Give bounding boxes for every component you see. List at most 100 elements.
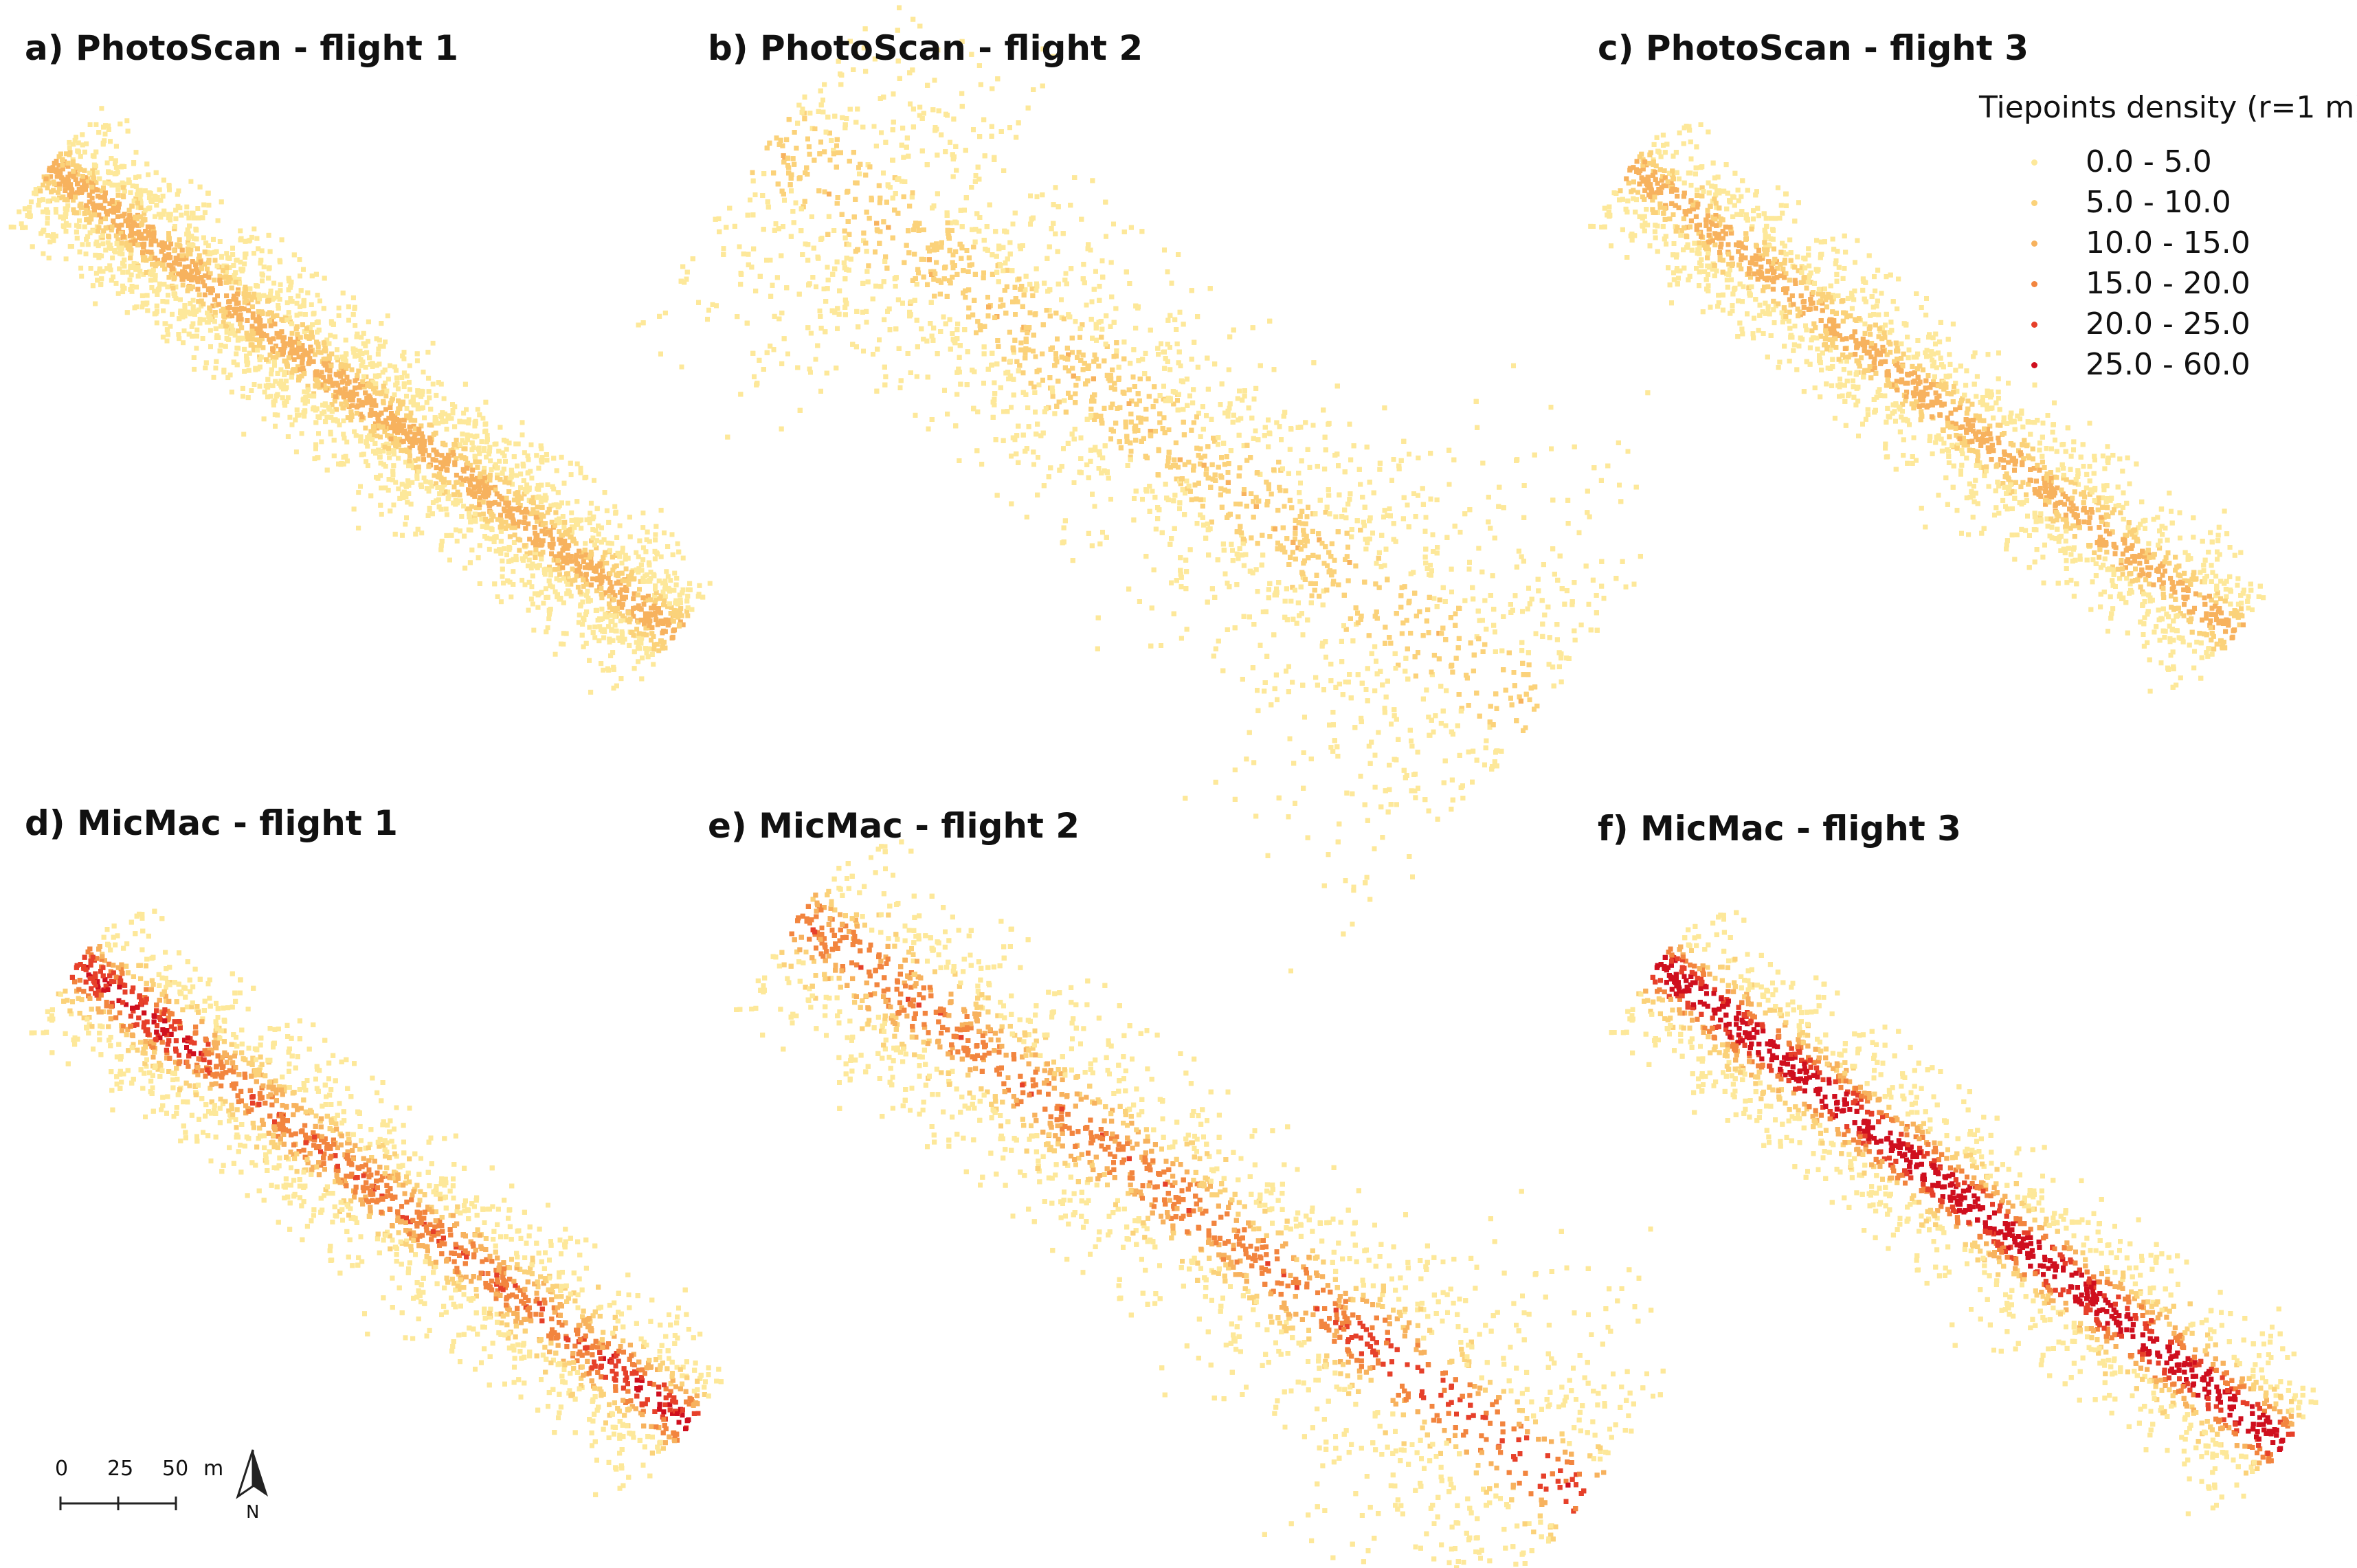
tiepoint	[116, 245, 122, 250]
tiepoint	[328, 429, 333, 435]
tiepoint	[161, 308, 166, 313]
tiepoint	[530, 507, 536, 513]
tiepoint	[80, 132, 85, 137]
tiepoint	[77, 218, 82, 223]
tiepoint	[492, 581, 498, 587]
tiepoint	[438, 467, 444, 472]
tiepoint	[116, 223, 122, 229]
tiepoint	[231, 263, 236, 268]
tiepoint	[271, 403, 276, 407]
tiepoint	[396, 456, 401, 461]
tiepoint	[604, 508, 610, 513]
tiepoint	[539, 553, 544, 558]
tiepoint	[219, 342, 223, 348]
tiepoint	[309, 330, 314, 335]
tiepoint	[427, 506, 432, 511]
tiepoint	[538, 443, 544, 449]
tiepoint	[431, 447, 436, 453]
tiepoint	[631, 596, 636, 601]
tiepoint	[434, 392, 439, 398]
tiepoint	[278, 379, 284, 384]
tiepoint	[262, 390, 267, 395]
tiepoint	[539, 504, 545, 510]
tiepoint	[304, 326, 309, 331]
tiepoint	[224, 327, 230, 333]
tiepoint	[375, 390, 380, 396]
tiepoint	[552, 523, 557, 528]
tiepoint	[157, 281, 162, 287]
tiepoint	[591, 514, 596, 519]
tiepoint	[454, 480, 459, 485]
tiepoint	[185, 246, 190, 251]
tiepoint	[58, 151, 63, 157]
tiepoint	[494, 465, 500, 471]
tiepoint	[430, 340, 436, 346]
tiepoint	[197, 317, 203, 322]
tiepoint	[581, 616, 585, 620]
tiepoint	[667, 587, 671, 592]
tiepoint	[41, 227, 47, 233]
tiepoint	[412, 458, 418, 463]
tiepoint	[578, 465, 583, 471]
tiepoint	[559, 519, 564, 525]
tiepoint	[211, 374, 216, 380]
tiepoint	[605, 614, 610, 620]
tiepoint	[494, 491, 500, 497]
tiepoint	[115, 187, 121, 192]
tiepoint	[349, 367, 355, 372]
tiepoint	[584, 581, 590, 587]
tiepoint	[415, 437, 421, 443]
tiepoint	[687, 587, 693, 592]
tiepoint	[315, 319, 321, 324]
tiepoint	[120, 283, 125, 289]
tiepoint	[242, 346, 247, 352]
tiepoint	[498, 425, 503, 430]
tiepoint	[379, 511, 384, 517]
tiepoint	[393, 443, 398, 448]
tiepoint	[343, 351, 348, 357]
tiepoint	[46, 181, 52, 186]
tiepoint	[607, 548, 612, 553]
tiepoint	[601, 537, 607, 543]
tiepoint	[213, 366, 219, 371]
tiepoint	[284, 385, 289, 390]
tiepoint	[370, 432, 375, 438]
tiepoint	[664, 569, 669, 574]
tiepoint	[475, 464, 480, 470]
tiepoint	[307, 356, 313, 361]
tiepoint	[298, 288, 304, 293]
tiepoint	[103, 216, 108, 221]
tiepoint	[279, 381, 284, 387]
tiepoint	[460, 438, 465, 443]
tiepoint	[284, 361, 289, 366]
tiepoint	[144, 293, 150, 298]
tiepoint	[153, 170, 159, 175]
tiepoint	[167, 187, 172, 192]
tiepoint	[574, 499, 580, 504]
tiepoint	[412, 432, 418, 437]
tiepoint	[139, 293, 145, 298]
tiepoint	[358, 438, 364, 444]
tiepoint	[671, 587, 677, 593]
tiepoint	[329, 320, 335, 326]
tiepoint	[622, 636, 627, 642]
tiepoint	[476, 512, 482, 517]
tiepoint	[344, 403, 349, 407]
tiepoint	[268, 289, 273, 293]
tiepoint	[649, 652, 655, 657]
tiepoint	[45, 186, 50, 191]
tiepoint	[128, 190, 133, 195]
tiepoint	[376, 423, 381, 429]
tiepoint	[355, 372, 360, 378]
tiepoint	[247, 350, 252, 356]
tiepoint	[287, 351, 293, 357]
tiepoint	[45, 221, 50, 226]
tiepoint	[182, 313, 188, 319]
tiepoint	[544, 452, 549, 457]
tiepoint	[396, 398, 401, 403]
tiepoint	[56, 186, 62, 191]
tiepoint	[47, 239, 53, 245]
tiepoint	[390, 421, 396, 427]
tiepoint	[98, 205, 102, 210]
tiepoint	[368, 407, 374, 413]
